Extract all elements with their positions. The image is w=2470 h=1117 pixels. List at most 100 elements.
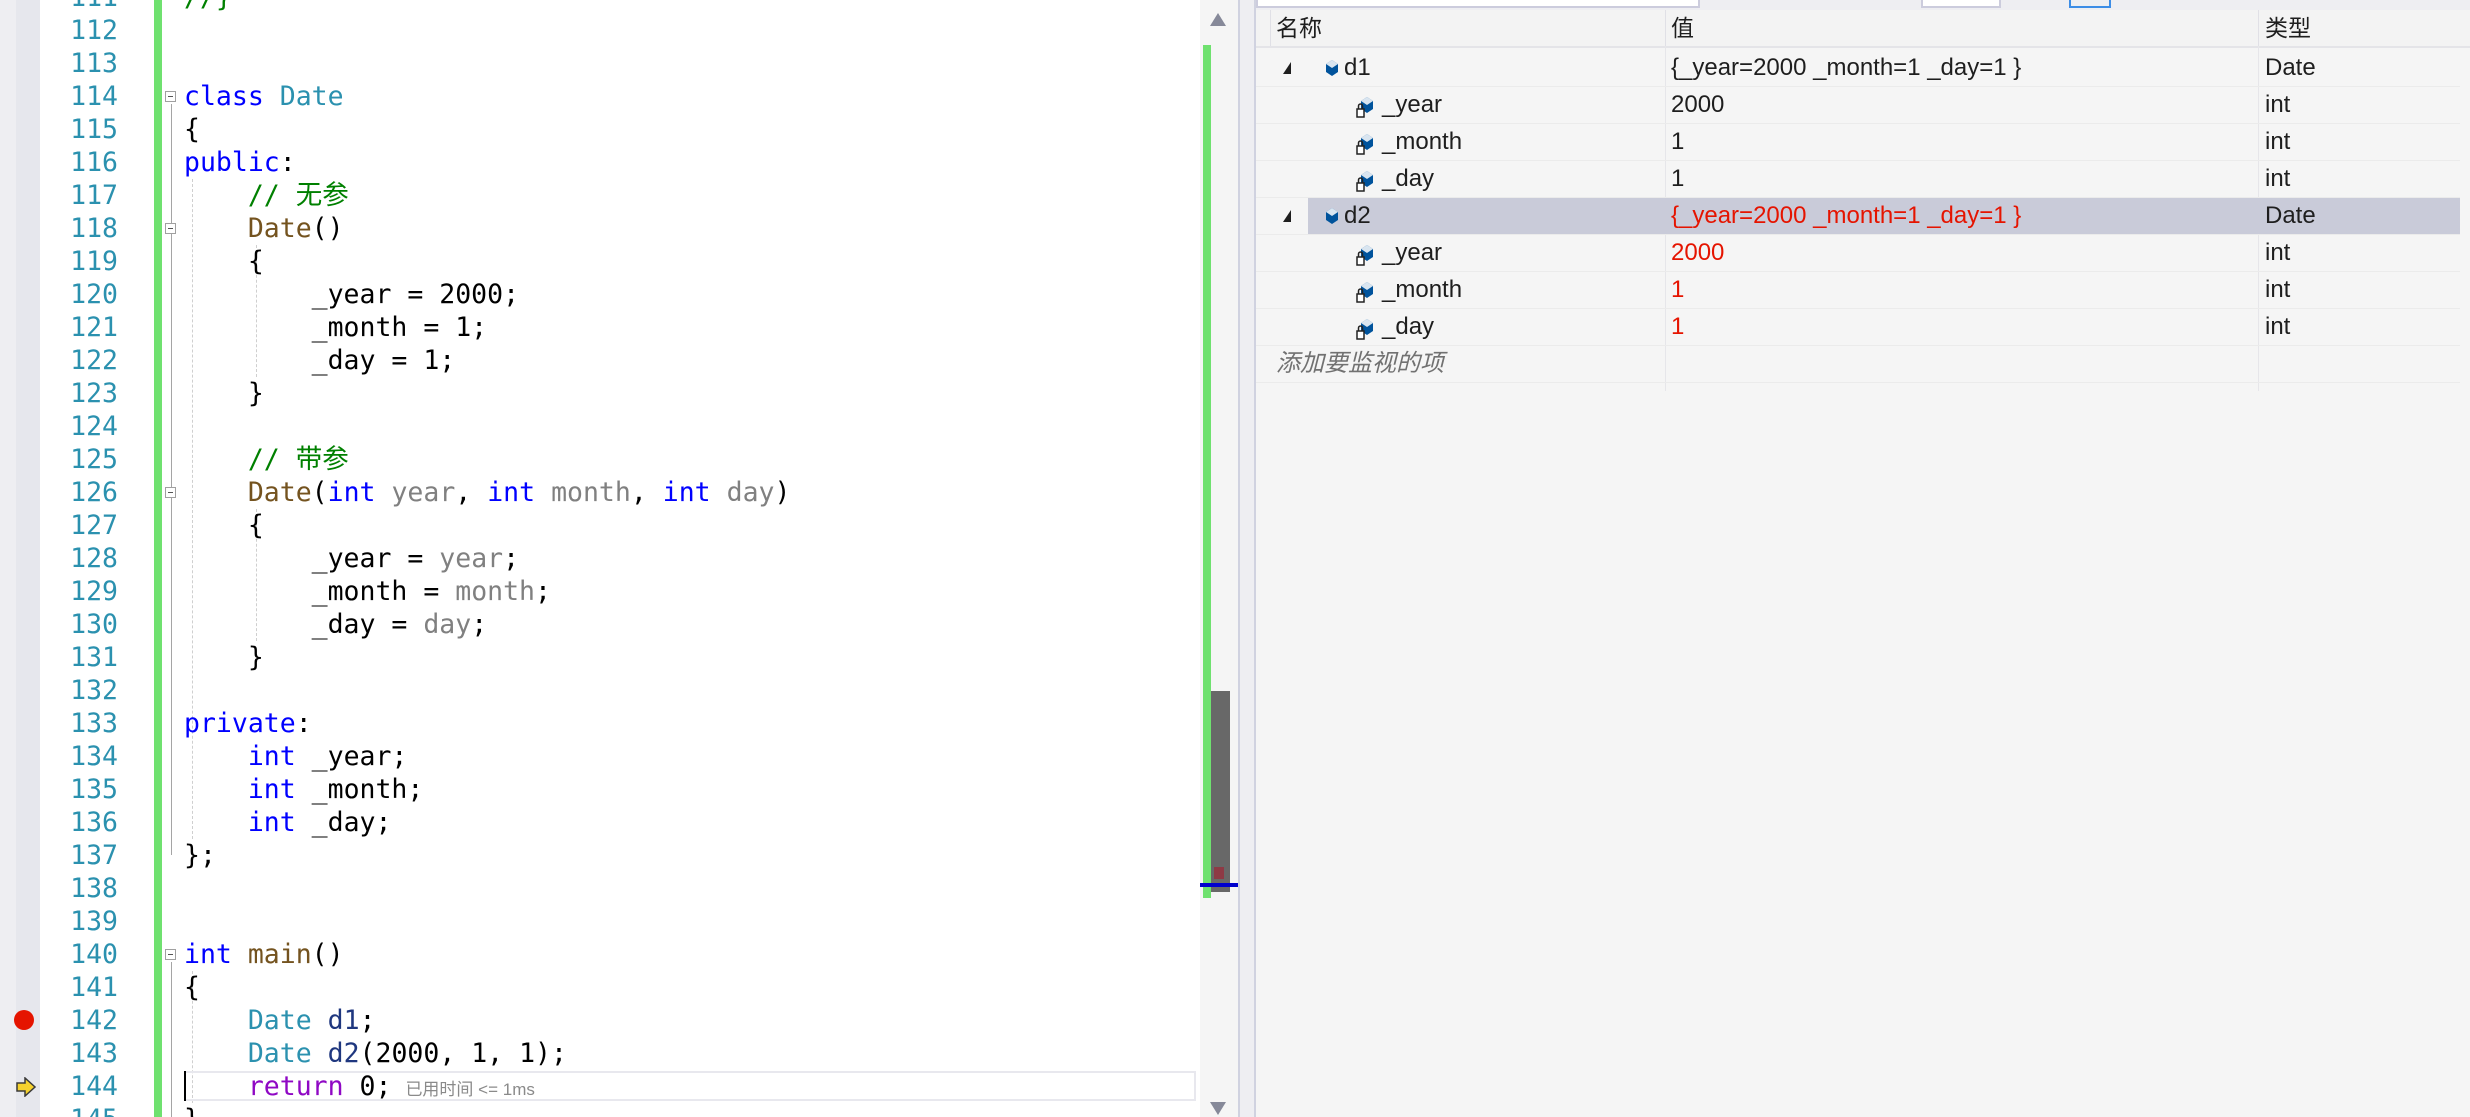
code-line[interactable]: 114 class Date — [0, 80, 1200, 113]
watch-row[interactable]: _year 2000 int — [1256, 235, 2460, 272]
code-line[interactable]: 133 private: — [0, 707, 1200, 740]
search-input[interactable] — [1256, 0, 1700, 8]
code-text[interactable]: { — [184, 245, 264, 278]
code-line[interactable]: 140 int main() — [0, 938, 1200, 971]
code-line[interactable]: 124 — [0, 410, 1200, 443]
code-line[interactable]: 117 // 无参 — [0, 179, 1200, 212]
column-divider[interactable] — [2258, 10, 2259, 46]
code-text[interactable]: { — [184, 509, 264, 542]
code-text[interactable]: Date d2(2000, 1, 1); — [184, 1037, 567, 1070]
code-text[interactable]: _year = 2000; — [184, 278, 519, 311]
code-line[interactable]: 126 Date(int year, int month, int day) — [0, 476, 1200, 509]
breakpoint-margin[interactable] — [16, 0, 40, 1117]
code-text[interactable]: int main() — [184, 938, 344, 971]
column-divider[interactable] — [1665, 10, 1666, 46]
code-line[interactable]: 127 { — [0, 509, 1200, 542]
code-line[interactable]: 116 public: — [0, 146, 1200, 179]
code-text[interactable]: } — [184, 641, 264, 674]
code-text[interactable]: _day = day; — [184, 608, 488, 641]
code-text[interactable]: Date d1; — [184, 1004, 376, 1037]
code-line[interactable]: 138 — [0, 872, 1200, 905]
code-text[interactable]: int _month; — [184, 773, 424, 806]
code-line[interactable]: 145} — [0, 1103, 1200, 1117]
code-line[interactable]: 125 // 带参 — [0, 443, 1200, 476]
watch-row[interactable]: d1 {_year=2000 _month=1 _day=1 } Date — [1256, 50, 2460, 87]
code-line[interactable]: 132 — [0, 674, 1200, 707]
column-header-type[interactable]: 类型 — [2265, 15, 2311, 41]
code-text[interactable]: public: — [184, 146, 296, 179]
code-text[interactable]: }; — [184, 839, 216, 872]
collapse-icon[interactable] — [165, 948, 176, 960]
code-line[interactable]: 141 { — [0, 971, 1200, 1004]
code-text[interactable]: int _year; — [184, 740, 408, 773]
code-text[interactable]: private: — [184, 707, 312, 740]
watch-value[interactable]: 1 — [1671, 127, 1685, 155]
code-text[interactable]: // 无参 — [184, 179, 349, 212]
perf-tip[interactable]: 已用时间 <= 1ms — [405, 1079, 535, 1099]
code-text[interactable]: _day = 1; — [184, 344, 456, 377]
toolbar-button[interactable] — [2069, 0, 2111, 8]
code-line[interactable]: 128 _year = year; — [0, 542, 1200, 575]
code-line[interactable]: 139 — [0, 905, 1200, 938]
code-text[interactable]: Date() — [184, 212, 344, 245]
code-line[interactable]: 119 { — [0, 245, 1200, 278]
column-header-value[interactable]: 值 — [1671, 15, 1694, 41]
code-text[interactable]: { — [184, 971, 200, 1004]
code-line[interactable]: 118 Date() — [0, 212, 1200, 245]
code-line[interactable]: 120 _year = 2000; — [0, 278, 1200, 311]
code-text[interactable]: _month = month; — [184, 575, 551, 608]
code-text[interactable]: int _day; — [184, 806, 392, 839]
watch-value[interactable]: 1 — [1671, 164, 1685, 192]
watch-value[interactable]: 2000 — [1671, 90, 1725, 118]
scroll-up-icon[interactable] — [1210, 13, 1226, 26]
column-header-name[interactable]: 名称 — [1276, 15, 1322, 41]
expand-triangle-icon[interactable] — [1283, 61, 1291, 74]
watch-row[interactable]: _day 1 int — [1256, 309, 2460, 346]
collapse-icon[interactable] — [165, 486, 176, 498]
scroll-thumb[interactable] — [1211, 691, 1230, 892]
code-line[interactable]: 115 { — [0, 113, 1200, 146]
scroll-down-icon[interactable] — [1210, 1102, 1226, 1115]
collapse-icon[interactable] — [165, 222, 176, 234]
code-text[interactable]: //} — [184, 0, 232, 14]
code-text[interactable]: } — [184, 377, 264, 410]
code-line[interactable]: 137}; — [0, 839, 1200, 872]
expand-triangle-icon[interactable] — [1283, 209, 1291, 222]
watch-value[interactable]: {_year=2000 _month=1 _day=1 } — [1671, 201, 2022, 229]
breakpoint-icon[interactable] — [14, 1010, 34, 1030]
watch-value[interactable]: 1 — [1671, 312, 1685, 340]
code-line[interactable]: 135 int _month; — [0, 773, 1200, 806]
watch-row[interactable]: d2 {_year=2000 _month=1 _day=1 } Date — [1256, 197, 2460, 235]
code-text[interactable]: } — [184, 1103, 200, 1117]
collapse-icon[interactable] — [165, 90, 176, 102]
code-text[interactable]: class Date — [184, 80, 344, 113]
add-watch-row[interactable]: 添加要监视的项 — [1256, 346, 2460, 383]
editor-vertical-scrollbar[interactable] — [1200, 0, 1238, 1117]
code-line[interactable]: 123 } — [0, 377, 1200, 410]
watch-value[interactable]: 2000 — [1671, 238, 1725, 266]
code-line[interactable]: 112 — [0, 14, 1200, 47]
watch-value[interactable]: 1 — [1671, 275, 1685, 303]
search-depth-input[interactable] — [1921, 0, 2001, 8]
code-line[interactable]: 142 Date d1; — [0, 1004, 1200, 1037]
code-line[interactable]: 143 Date d2(2000, 1, 1); — [0, 1037, 1200, 1070]
code-line[interactable]: 131 } — [0, 641, 1200, 674]
code-text[interactable]: return 0; 已用时间 <= 1ms — [184, 1070, 535, 1103]
watch-row[interactable]: _month 1 int — [1256, 124, 2460, 161]
code-line[interactable]: 136 int _day; — [0, 806, 1200, 839]
code-line[interactable]: 129 _month = month; — [0, 575, 1200, 608]
code-line[interactable]: 122 _day = 1; — [0, 344, 1200, 377]
watch-row[interactable]: _year 2000 int — [1256, 87, 2460, 124]
code-line[interactable]: 121 _month = 1; — [0, 311, 1200, 344]
code-line[interactable]: 134 int _year; — [0, 740, 1200, 773]
code-text[interactable]: _year = year; — [184, 542, 519, 575]
code-text[interactable]: Date(int year, int month, int day) — [184, 476, 791, 509]
code-text[interactable]: _month = 1; — [184, 311, 488, 344]
pane-splitter[interactable] — [1238, 0, 1256, 1117]
code-line[interactable]: 144 return 0; 已用时间 <= 1ms — [0, 1070, 1200, 1103]
code-line[interactable]: 130 _day = day; — [0, 608, 1200, 641]
code-line[interactable]: 111 //} — [0, 0, 1200, 14]
add-watch-placeholder[interactable]: 添加要监视的项 — [1276, 350, 1444, 377]
watch-row[interactable]: _day 1 int — [1256, 161, 2460, 198]
